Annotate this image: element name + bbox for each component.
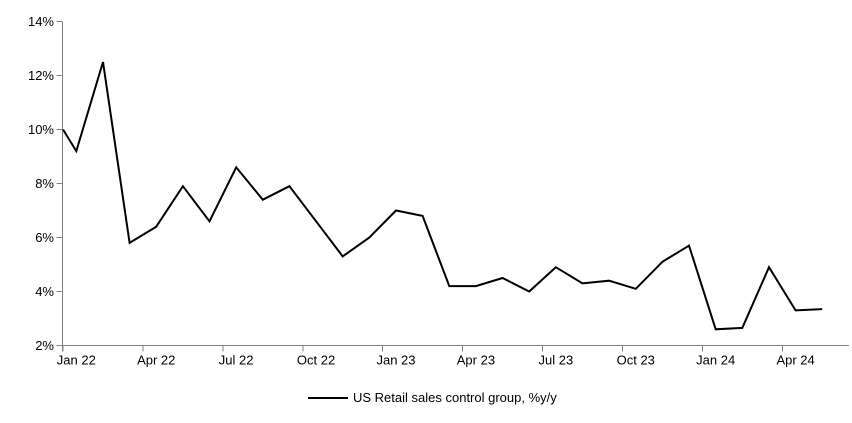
x-tick-label: Oct 22	[297, 353, 335, 368]
plot-area: 2% 4% 6% 8% 10% 12% 14% Jan 22 Apr 22 Jul 22 Oct 2…	[28, 14, 849, 368]
y-tick-label: 14%	[28, 14, 54, 29]
y-tick-label: 8%	[35, 176, 54, 191]
legend: US Retail sales control group, %y/y	[308, 390, 557, 405]
y-tick-label: 6%	[35, 230, 54, 245]
x-tick-label: Jul 22	[219, 353, 254, 368]
x-tick-label: Apr 22	[137, 353, 175, 368]
x-tick-label: Jan 24	[696, 353, 735, 368]
x-tick-label: Oct 23	[617, 353, 655, 368]
legend-label: US Retail sales control group, %y/y	[353, 390, 557, 405]
x-tick-label: Apr 24	[776, 353, 814, 368]
x-tick-label: Jan 23	[376, 353, 415, 368]
y-tick-label: 4%	[35, 284, 54, 299]
x-tick-label: Jul 23	[538, 353, 573, 368]
y-tick-label: 10%	[28, 122, 54, 137]
x-tick-label: Apr 23	[457, 353, 495, 368]
y-tick-label: 2%	[35, 338, 54, 353]
x-tick-label: Jan 22	[57, 353, 96, 368]
data-line-series	[62, 61, 823, 331]
y-tick-label: 12%	[28, 68, 54, 83]
